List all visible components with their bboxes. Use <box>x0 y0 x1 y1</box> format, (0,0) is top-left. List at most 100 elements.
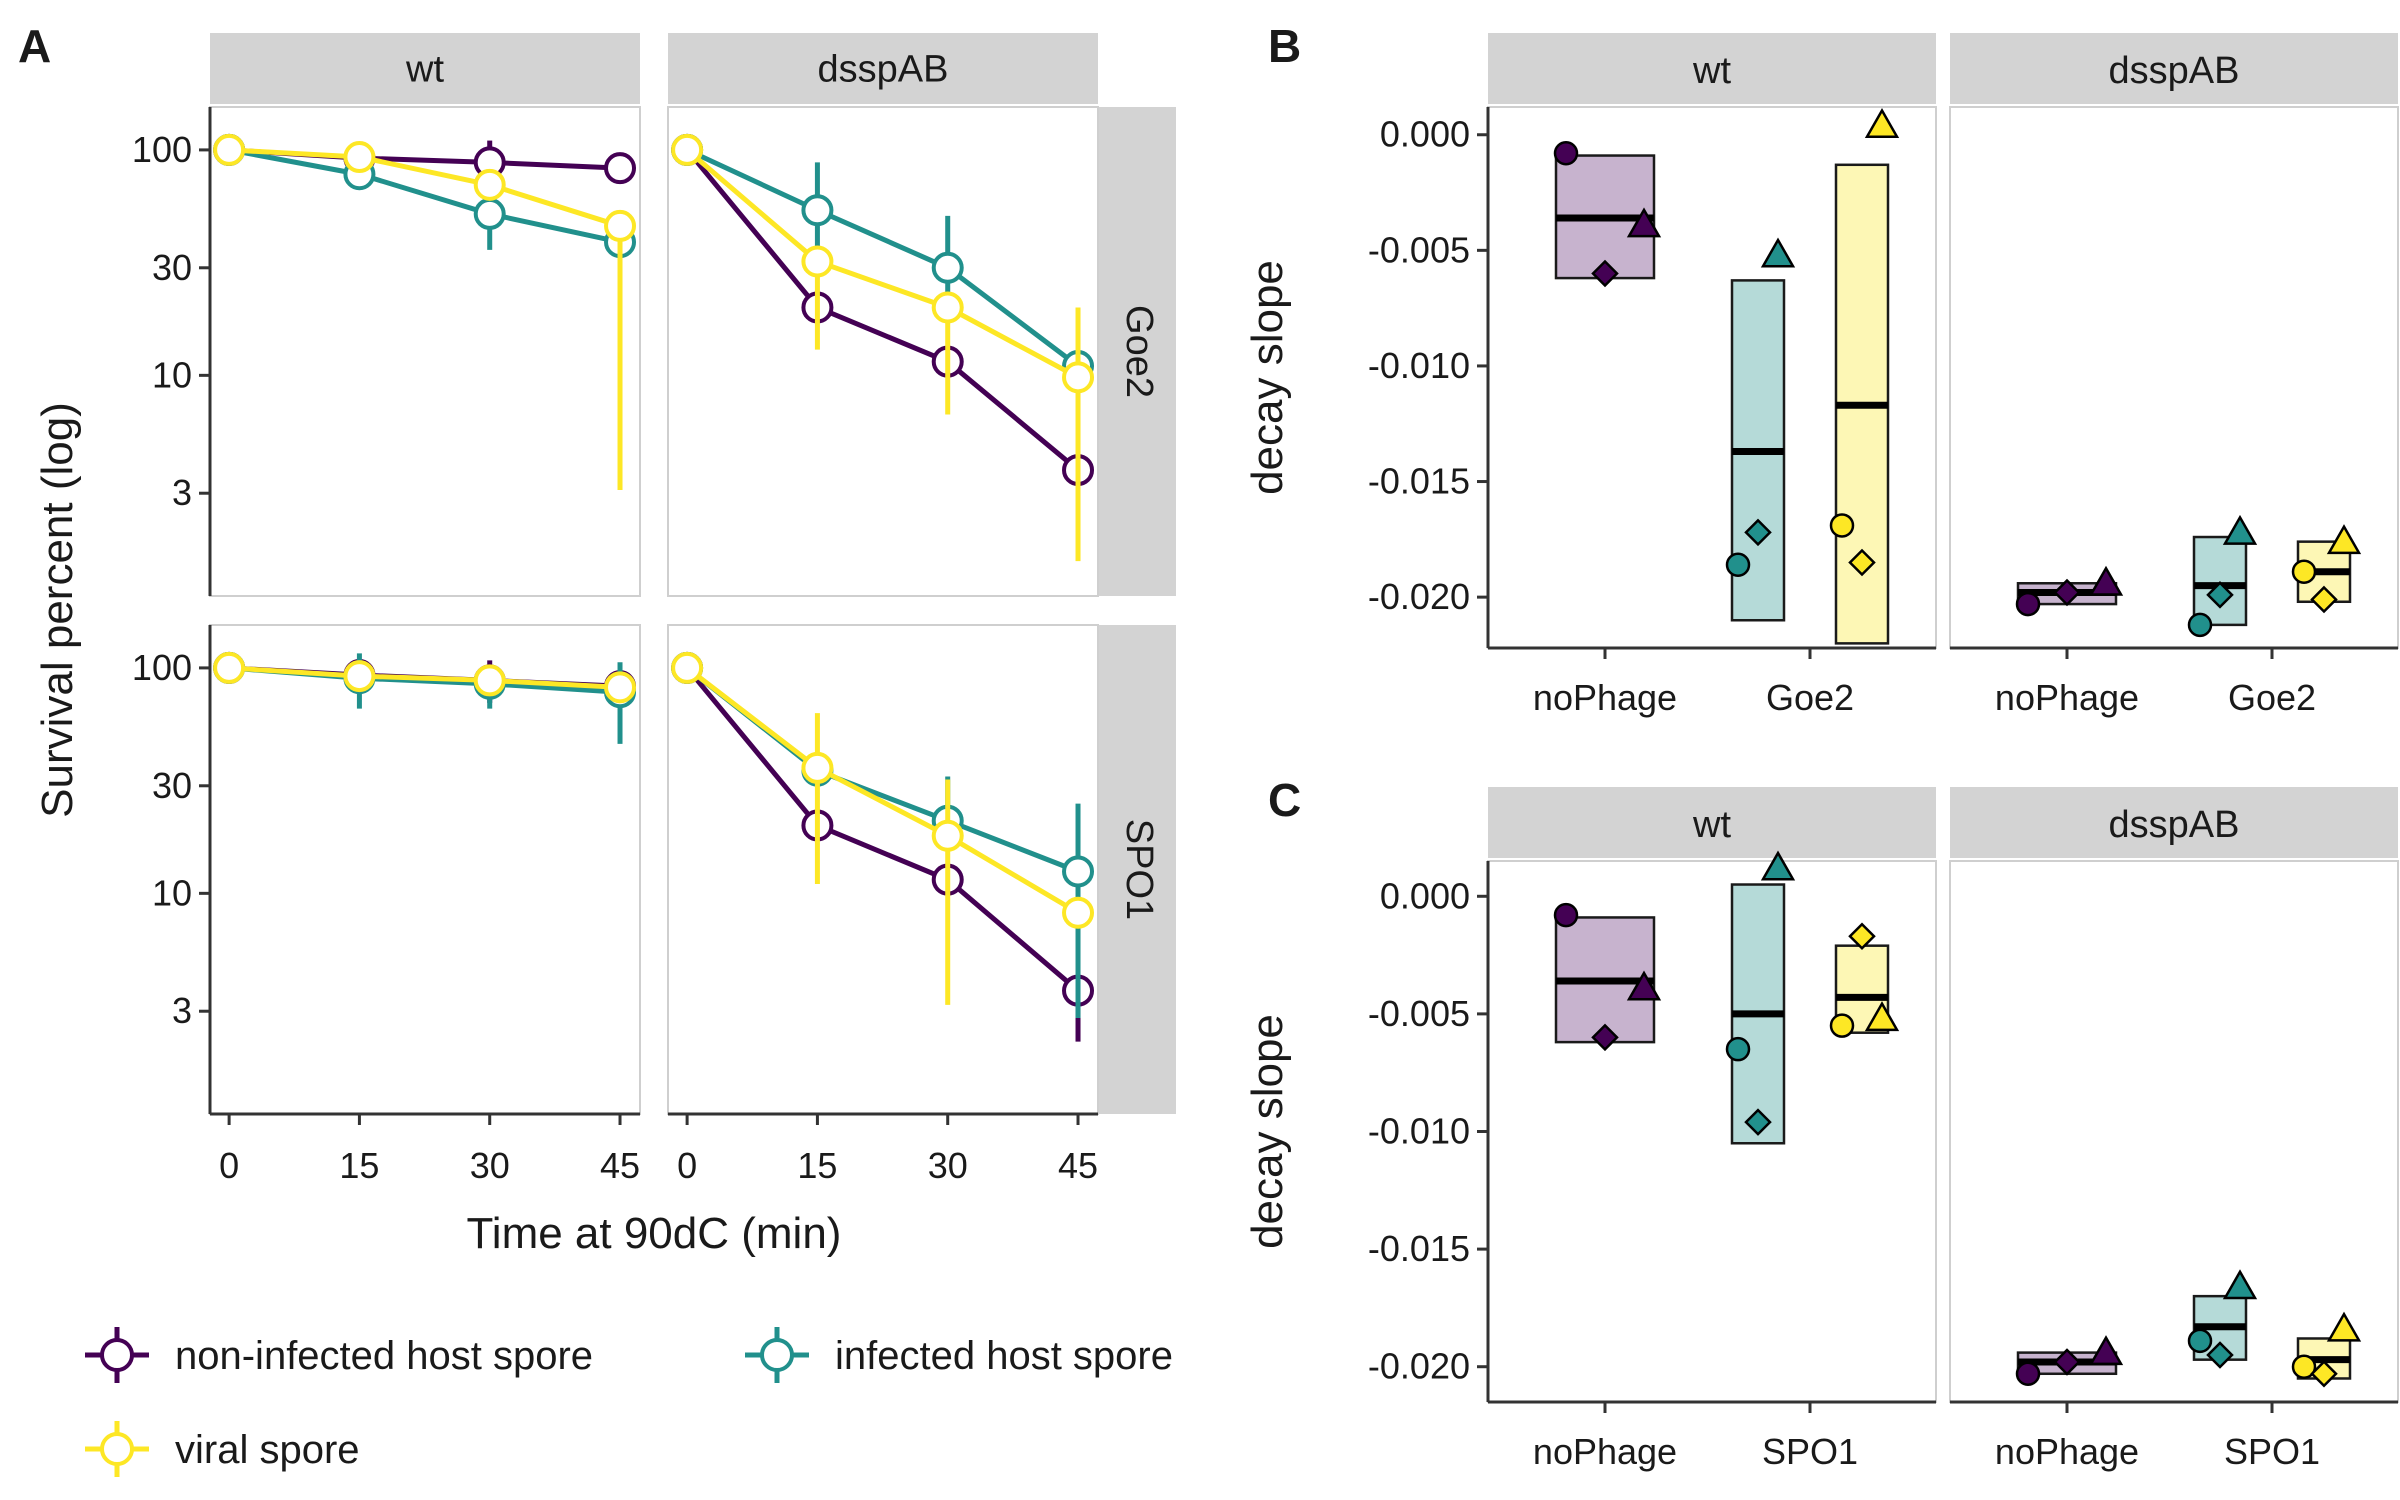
facet-plot <box>667 624 1099 1115</box>
facet-plot: noPhage Goe2 <box>1533 107 1900 718</box>
legend-label: infected host spore <box>835 1334 1173 1378</box>
x-tick-label: 15 <box>797 1145 837 1186</box>
data-point <box>931 251 964 284</box>
data-point <box>1725 1036 1751 1062</box>
data-point <box>2187 612 2213 638</box>
data-point <box>343 660 376 693</box>
data-point <box>2187 1328 2213 1354</box>
data-point <box>1848 922 1876 951</box>
x-tick-label: 0 <box>219 1145 239 1186</box>
y-tick-label: -0.005 <box>1368 229 1470 270</box>
box-group <box>2291 1311 2362 1388</box>
facet-strip <box>1098 625 1176 1114</box>
data-point <box>931 291 964 324</box>
box-group <box>2187 514 2258 638</box>
series-line <box>228 147 621 245</box>
facet-strip-label: dsspAB <box>2109 50 2240 92</box>
x-tick-label: 0 <box>677 1145 697 1186</box>
data-point <box>213 651 246 684</box>
data-point <box>604 671 637 704</box>
legend-label: viral spore <box>175 1428 360 1472</box>
facet-strip <box>1950 33 2398 104</box>
facet-strip-label: SPO1 <box>1118 819 1160 920</box>
y-tick-label: 10 <box>152 872 192 913</box>
x-tick-label: 30 <box>928 1145 968 1186</box>
legend-key-point <box>100 1338 134 1372</box>
box-group <box>2015 565 2124 617</box>
facet-plot: noPhage Goe2 <box>1995 514 2362 718</box>
x-tick-label: Goe2 <box>1766 677 1854 718</box>
data-point <box>2326 1311 2362 1342</box>
box-group <box>2187 1269 2258 1369</box>
series-line <box>685 665 1080 915</box>
data-point <box>2088 1335 2124 1366</box>
series-line <box>228 665 621 690</box>
facet-plot: noPhage SPO1 <box>1533 850 1900 1472</box>
facet-strip-label: wt <box>1692 50 1731 92</box>
data-point <box>213 133 246 166</box>
data-point <box>1829 1013 1855 1038</box>
box-group <box>1725 237 1796 622</box>
data-point <box>801 751 834 784</box>
series-line <box>228 147 621 229</box>
y-tick-label: -0.020 <box>1368 576 1470 617</box>
facet-plot <box>209 624 641 1115</box>
facet-strip <box>1488 33 1936 104</box>
data-point <box>473 664 506 697</box>
data-point <box>1744 518 1772 547</box>
data-point <box>1553 140 1579 166</box>
x-tick-label: SPO1 <box>1762 1431 1858 1472</box>
x-axis-title: Time at 90dC (min) <box>467 1209 842 1258</box>
data-point <box>1760 237 1796 268</box>
x-tick-label: noPhage <box>1995 1431 2139 1472</box>
legend: non-infected host spore infected host spo… <box>85 1327 1173 1477</box>
data-point <box>2053 578 2081 607</box>
data-point <box>2222 514 2258 545</box>
box-group <box>1829 107 1900 645</box>
data-point <box>2326 524 2362 555</box>
data-point <box>1864 107 1900 138</box>
facet-strip-label: wt <box>405 49 444 91</box>
data-point <box>931 819 964 852</box>
series-line <box>685 665 1079 874</box>
y-tick-label: 0.000 <box>1380 114 1470 155</box>
data-point <box>604 152 637 185</box>
panel-tag-b: B <box>1268 20 1301 72</box>
y-tick-label: 0.000 <box>1380 875 1470 916</box>
data-point <box>801 194 834 227</box>
x-tick-label: 30 <box>470 1145 510 1186</box>
facet-strip-label: Goe2 <box>1118 305 1160 398</box>
data-point <box>343 141 376 174</box>
facet-frame <box>209 106 641 597</box>
facet-strip <box>1950 787 2398 858</box>
series-line <box>685 148 1080 472</box>
y-tick-label: -0.005 <box>1368 993 1470 1034</box>
series-line <box>685 666 1080 993</box>
facet-plot <box>209 106 641 597</box>
data-point <box>1062 361 1095 394</box>
y-tick-label: -0.015 <box>1368 461 1470 502</box>
facet-frame <box>1949 860 2399 1403</box>
data-point <box>2222 1269 2258 1300</box>
box-group <box>1829 922 1900 1038</box>
box-group <box>1725 850 1796 1145</box>
facet-plot <box>667 106 1099 597</box>
data-point <box>671 651 704 684</box>
data-point <box>2206 581 2234 609</box>
data-point <box>1591 259 1619 288</box>
box-group <box>1553 140 1662 288</box>
series-line <box>685 148 1080 380</box>
y-tick-label: -0.010 <box>1368 1111 1470 1152</box>
box-group <box>1553 902 1662 1052</box>
y-tick-label: 30 <box>152 765 192 806</box>
data-point <box>1829 513 1855 538</box>
data-point <box>2015 1361 2041 1387</box>
data-point <box>1744 1108 1772 1136</box>
x-tick-label: Goe2 <box>2228 677 2316 718</box>
data-point <box>1848 548 1876 577</box>
y-tick-label: -0.010 <box>1368 345 1470 386</box>
